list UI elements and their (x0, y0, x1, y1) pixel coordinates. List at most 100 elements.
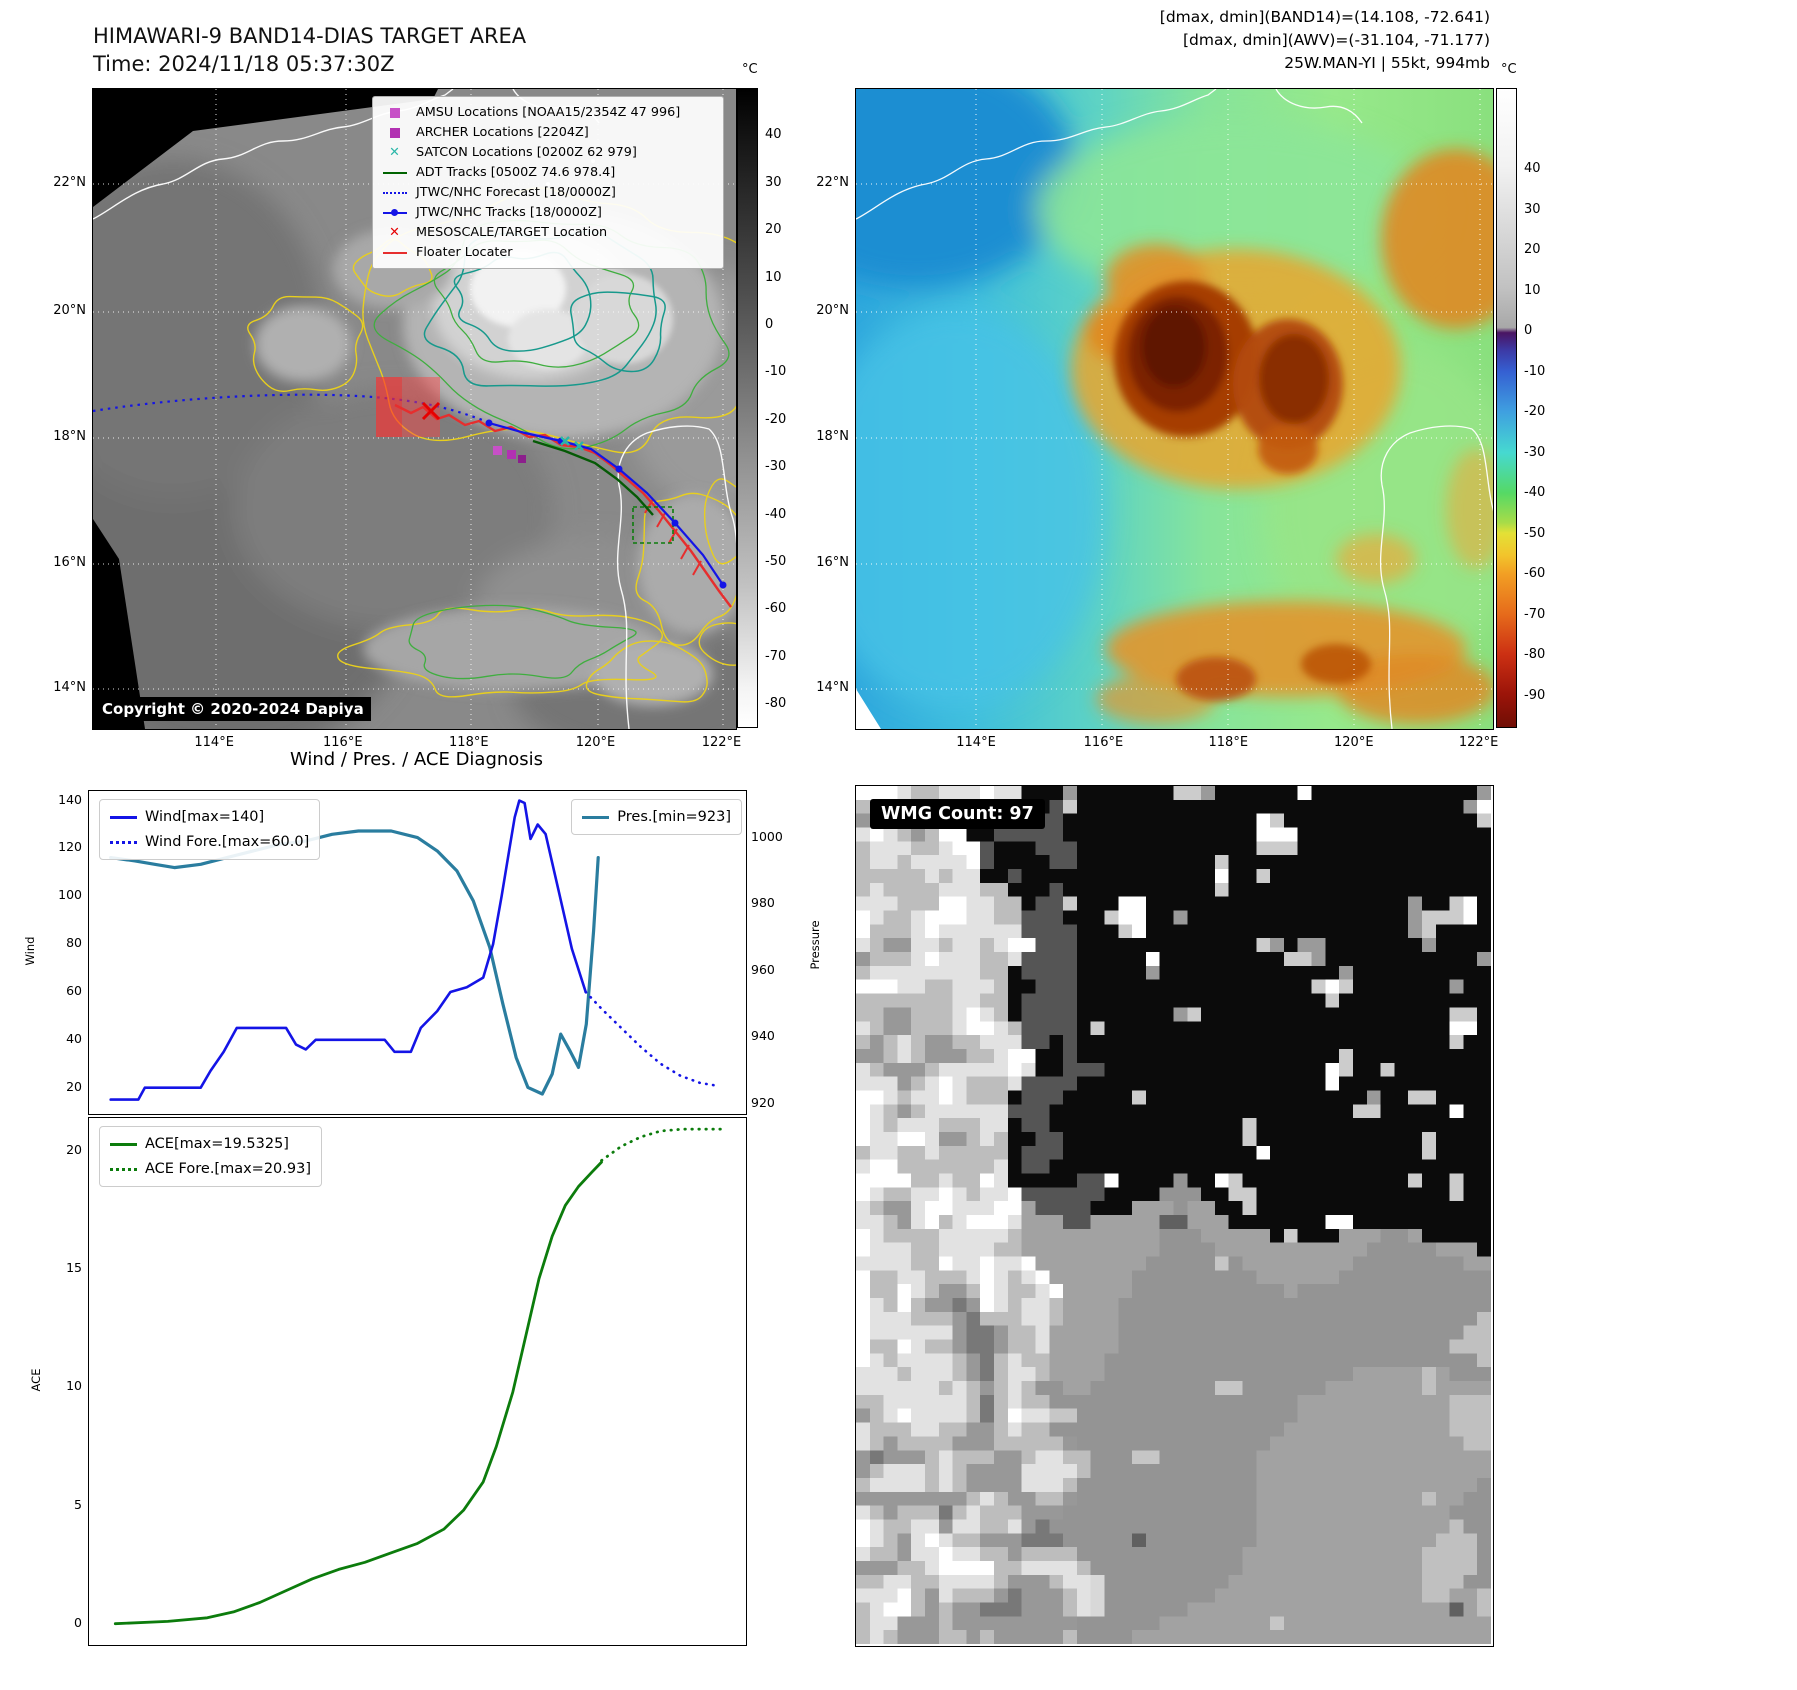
square-marker-icon (381, 127, 408, 138)
copyright-label: Copyright © 2020-2024 Dapiya (95, 697, 371, 721)
pressure-tick-label: 980 (751, 895, 775, 911)
ace-tick-label: 20 (66, 1142, 82, 1158)
x-tick-label: 116°E (1083, 735, 1124, 750)
colorbar-tick-label: -50 (1524, 525, 1546, 541)
x-tick-label: 122°E (701, 735, 742, 750)
archer-marker (518, 455, 526, 463)
legend-item: Wind Fore.[max=60.0] (110, 832, 309, 852)
ace-tick-label: 0 (74, 1614, 82, 1630)
y-tick-label: 20°N (53, 302, 86, 318)
colorbar-tick-label: -80 (1524, 647, 1546, 663)
colorbar-tick-label: -30 (1524, 444, 1546, 460)
y-tick-label: 16°N (53, 554, 86, 570)
pressure-tick-label: 960 (751, 961, 775, 977)
legend-item: ACE[max=19.5325] (110, 1134, 311, 1154)
colorbar-tick-label: -20 (1524, 404, 1546, 420)
band14-legend: AMSU Locations [NOAA15/2354Z 47 996] ARCH… (372, 96, 724, 269)
line-marker-icon (381, 251, 408, 254)
ace-chart: ACE[max=19.5325] ACE Fore.[max=20.93] (88, 1117, 747, 1646)
y-tick-label: 18°N (816, 428, 849, 444)
awv-colorbar (1496, 88, 1517, 728)
wind-legend: Wind[max=140] Wind Fore.[max=60.0] (99, 799, 321, 860)
series-line (109, 799, 588, 1101)
legend-item-label: ADT Tracks [0500Z 74.6 978.4] (416, 165, 616, 180)
legend-item: ✕ MESOSCALE/TARGET Location (381, 224, 715, 241)
ace-plot (113, 1127, 728, 1626)
band14-colorbar-unit: °C (742, 62, 758, 77)
awv-header-awv-range: [dmax, dmin](AWV)=(-31.104, -71.177) (1183, 31, 1490, 49)
awv-satellite-image (856, 89, 1493, 729)
line-dot-marker-icon (381, 208, 408, 216)
colorbar-tick-label: 20 (765, 222, 782, 238)
wmg-panel: WMG Count: 97 (855, 785, 1494, 1647)
colorbar-tick-label: -70 (1524, 606, 1546, 622)
satcon-markers (560, 436, 584, 451)
colorbar-tick-label: -20 (765, 411, 787, 427)
x-tick-label: 118°E (1208, 735, 1249, 750)
awv-map (855, 88, 1494, 730)
line-swatch-icon (110, 815, 137, 819)
colorbar-tick-label: 0 (765, 317, 774, 333)
wmg-image (856, 786, 1491, 1644)
adt-track (532, 439, 654, 516)
square-marker-icon (381, 107, 408, 118)
archer-marker (507, 450, 516, 459)
swath-edge (93, 519, 145, 729)
x-marker-icon: ✕ (389, 225, 400, 240)
colorbar-tick-label: 40 (1524, 161, 1541, 176)
mesoscale-target-marker (421, 401, 441, 421)
x-tick-label: 120°E (575, 735, 616, 750)
colorbar-tick-label: -50 (765, 554, 787, 570)
colorbar-tick-label: -30 (765, 459, 787, 475)
pressure-tick-label: 920 (751, 1095, 775, 1110)
wind-tick-label: 40 (66, 1030, 82, 1046)
wind-axis-label: Wind (23, 936, 37, 966)
pressure-tick-label: 1000 (751, 828, 783, 844)
legend-item-label: JTWC/NHC Tracks [18/0000Z] (416, 205, 602, 220)
ace-tick-label: 15 (66, 1260, 82, 1276)
dotted-line-swatch-icon (110, 840, 137, 844)
ace-tick-label: 5 (74, 1496, 82, 1512)
colorbar-tick-label: -40 (1524, 485, 1546, 501)
awv-header-band14-range: [dmax, dmin](BAND14)=(14.108, -72.641) (1159, 8, 1490, 26)
x-tick-label: 118°E (449, 735, 489, 750)
series-line (113, 1160, 603, 1626)
band14-timestamp: Time: 2024/11/18 05:37:30Z (93, 52, 395, 76)
legend-item-label: ACE[max=19.5325] (145, 1136, 289, 1152)
line-swatch-icon (582, 815, 610, 819)
colorbar-tick-label: -90 (1524, 687, 1546, 703)
legend-item-label: ACE Fore.[max=20.93] (145, 1161, 311, 1177)
x-marker-icon: ✕ (389, 145, 400, 160)
storm-status-label: 25W.MAN-YI | 55kt, 994mb (1284, 54, 1490, 72)
legend-item-label: JTWC/NHC Forecast [18/0000Z] (416, 185, 616, 200)
y-tick-label: 22°N (53, 174, 86, 190)
legend-item-label: ARCHER Locations [2204Z] (416, 125, 589, 140)
wind-tick-label: 100 (58, 887, 82, 903)
colorbar-tick-label: 10 (1524, 282, 1541, 298)
colorbar-tick-label: 30 (765, 174, 782, 190)
line-marker-icon (381, 171, 408, 174)
wind-tick-label: 120 (58, 839, 82, 855)
y-tick-label: 16°N (816, 554, 849, 570)
target-area-box (376, 377, 440, 437)
pressure-axis-label: Pressure (808, 920, 822, 970)
swath-edge (93, 89, 438, 207)
amsu-marker (493, 446, 502, 455)
colorbar-tick-label: -60 (1524, 566, 1546, 582)
colorbar-tick-label: -60 (765, 601, 787, 617)
x-tick-label: 116°E (323, 735, 363, 750)
y-tick-label: 20°N (816, 302, 849, 318)
y-tick-label: 22°N (816, 174, 849, 190)
legend-item-label: MESOSCALE/TARGET Location (416, 225, 608, 240)
diagnosis-title: Wind / Pres. / ACE Diagnosis (289, 749, 544, 770)
band14-map: AMSU Locations [NOAA15/2354Z 47 996] ARCH… (92, 88, 737, 730)
x-tick-label: 114°E (956, 735, 996, 750)
pressure-tick-label: 940 (751, 1028, 775, 1044)
legend-item-label: Wind[max=140] (145, 809, 265, 825)
colorbar-tick-label: 10 (765, 269, 782, 285)
swath-edge (856, 689, 881, 729)
legend-item: JTWC/NHC Forecast [18/0000Z] (381, 184, 715, 201)
y-tick-label: 14°N (816, 680, 849, 696)
legend-item: JTWC/NHC Tracks [18/0000Z] (381, 204, 715, 221)
legend-item: AMSU Locations [NOAA15/2354Z 47 996] (381, 104, 715, 121)
